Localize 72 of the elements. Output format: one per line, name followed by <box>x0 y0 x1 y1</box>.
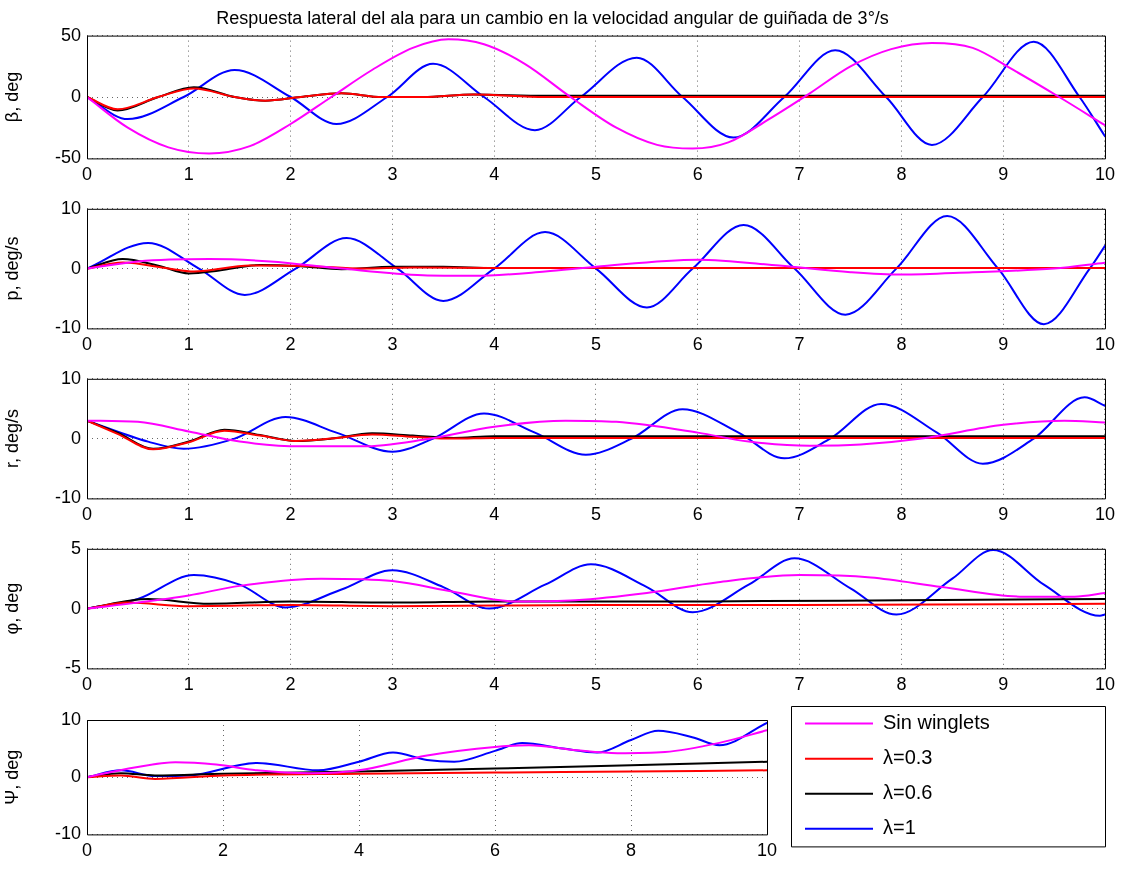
x-tick-label: 1 <box>183 504 194 525</box>
x-tick-label: 3 <box>387 164 398 185</box>
x-tick-label: 7 <box>794 504 805 525</box>
x-tick-label: 3 <box>387 334 398 355</box>
x-tick-label: 2 <box>285 334 296 355</box>
y-tick-label: -50 <box>54 147 81 168</box>
y-tick-label: -10 <box>54 823 81 844</box>
x-tick-label: 8 <box>896 334 907 355</box>
x-tick-label: 1 <box>183 164 194 185</box>
x-tick-label: 2 <box>217 840 229 861</box>
x-tick-label: 6 <box>692 164 703 185</box>
x-tick-label: 2 <box>285 164 296 185</box>
x-tick-label: 2 <box>285 674 296 695</box>
y-tick-label: -10 <box>54 487 81 508</box>
y-axis-title: p, deg/s <box>1 236 22 301</box>
x-tick-label: 9 <box>998 164 1009 185</box>
y-tick-label: 10 <box>60 708 81 729</box>
line-series <box>87 574 1105 610</box>
x-tick-label: 10 <box>1094 674 1115 695</box>
x-tick-label: 3 <box>387 674 398 695</box>
x-tick-label: 10 <box>1094 164 1115 185</box>
x-tick-label: 10 <box>756 840 778 861</box>
x-tick-label: 6 <box>692 674 703 695</box>
x-tick-label: 5 <box>590 504 601 525</box>
x-tick-label: 3 <box>387 504 398 525</box>
x-tick-label: 8 <box>625 840 637 861</box>
x-tick-label: 9 <box>998 504 1009 525</box>
x-tick-label: 6 <box>489 840 501 861</box>
y-tick-label: 0 <box>70 597 81 618</box>
x-tick-label: 9 <box>998 334 1009 355</box>
x-tick-label: 7 <box>794 674 805 695</box>
x-tick-label: 7 <box>794 164 805 185</box>
legend-label: λ=0.6 <box>883 781 933 804</box>
x-tick-label: 5 <box>590 334 601 355</box>
x-tick-label: 6 <box>692 504 703 525</box>
x-tick-label: 1 <box>183 334 194 355</box>
x-tick-label: 6 <box>692 334 703 355</box>
x-tick-label: 9 <box>998 674 1009 695</box>
y-tick-label: 5 <box>70 537 81 558</box>
x-tick-label: 5 <box>590 674 601 695</box>
x-tick-label: 4 <box>489 334 500 355</box>
line-series <box>87 769 767 780</box>
legend-label: Sin winglets <box>883 711 990 734</box>
x-tick-label: 4 <box>489 164 500 185</box>
y-tick-label: 10 <box>60 367 81 388</box>
x-tick-label: 1 <box>183 674 194 695</box>
x-tick-label: 4 <box>489 674 500 695</box>
y-axis-title: r, deg/s <box>1 409 22 469</box>
legend-label: λ=1 <box>883 816 916 839</box>
x-tick-label: 10 <box>1094 334 1115 355</box>
y-tick-label: -10 <box>54 317 81 338</box>
y-axis-title: φ, deg <box>1 582 22 635</box>
y-tick-label: 10 <box>60 197 81 218</box>
x-tick-label: 2 <box>285 504 296 525</box>
y-tick-label: 0 <box>70 85 81 106</box>
chart-title: Respuesta lateral del ala para un cambio en la velocidad angular de guiñada de 3°/s <box>216 7 889 28</box>
y-tick-label: 0 <box>70 427 81 448</box>
legend-label: λ=0.3 <box>883 746 933 769</box>
y-tick-label: 0 <box>70 257 81 278</box>
y-tick-label: 50 <box>60 24 81 45</box>
x-tick-label: 8 <box>896 674 907 695</box>
y-axis-title: β, deg <box>1 71 22 123</box>
y-tick-label: -5 <box>64 657 81 678</box>
x-tick-label: 8 <box>896 164 907 185</box>
x-tick-label: 4 <box>489 504 500 525</box>
x-tick-label: 4 <box>353 840 365 861</box>
x-tick-label: 5 <box>590 164 601 185</box>
x-tick-label: 8 <box>896 504 907 525</box>
y-axis-title: Ψ, deg <box>1 749 22 805</box>
y-tick-label: 0 <box>70 766 81 787</box>
x-tick-label: 10 <box>1094 504 1115 525</box>
x-tick-label: 7 <box>794 334 805 355</box>
